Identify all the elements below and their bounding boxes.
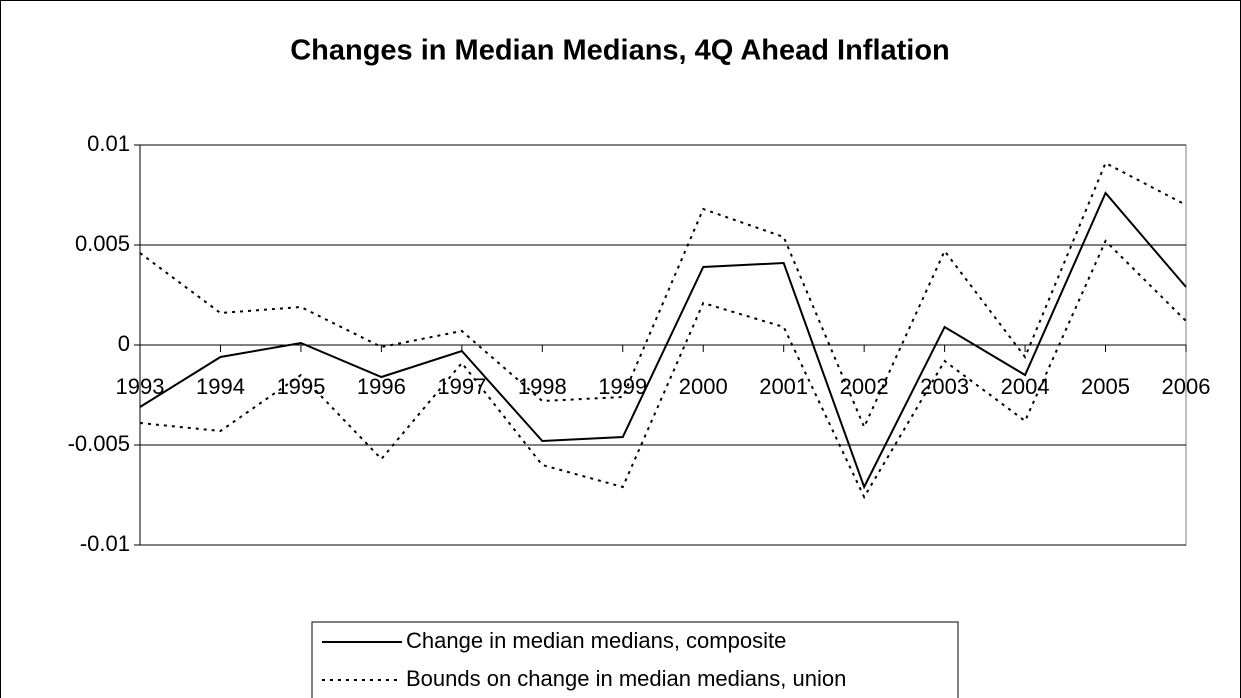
x-tick-label: 2006: [1162, 374, 1211, 399]
x-tick-label: 1997: [437, 374, 486, 399]
x-tick-label: 2001: [759, 374, 808, 399]
x-tick-label: 1995: [276, 374, 325, 399]
x-tick-label: 1998: [518, 374, 567, 399]
series-line: [139, 161, 1187, 430]
x-tick-label: 2004: [1001, 374, 1050, 399]
x-tick-label: 2000: [679, 374, 728, 399]
x-tick-label: 1993: [116, 374, 165, 399]
y-tick-label: -0.005: [68, 431, 130, 456]
x-tick-label: 1994: [196, 374, 245, 399]
chart-title: Changes in Median Medians, 4Q Ahead Infl…: [290, 35, 950, 67]
x-tick-label: 1999: [598, 374, 647, 399]
x-tick-label: 2003: [920, 374, 969, 399]
y-tick-label: -0.01: [80, 531, 130, 556]
legend-label: Change in median medians, composite: [406, 628, 786, 653]
series-line: [139, 191, 1187, 490]
x-tick-label: 2005: [1081, 374, 1130, 399]
y-tick-label: 0.01: [87, 131, 130, 156]
legend-label: Bounds on change in median medians, unio…: [406, 666, 846, 691]
y-tick-label: 0.005: [75, 231, 130, 256]
y-tick-label: 0: [118, 331, 130, 356]
legend-box: [311, 621, 959, 698]
